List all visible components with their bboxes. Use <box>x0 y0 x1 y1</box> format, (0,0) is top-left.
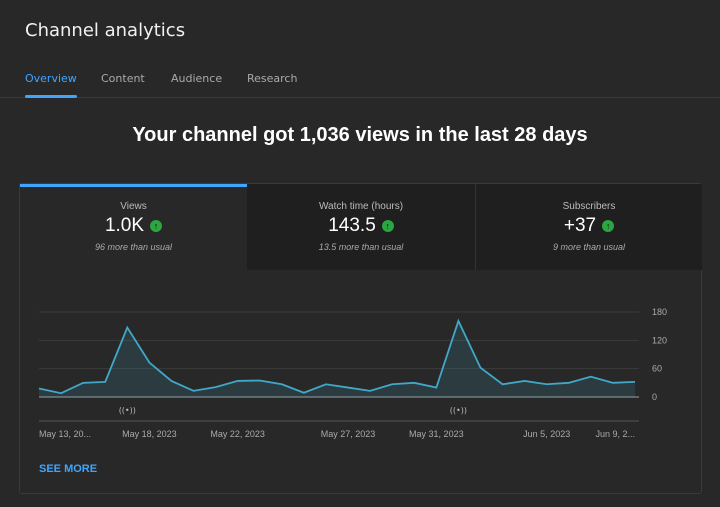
metric-subscribers[interactable]: Subscribers +37 ↑ 9 more than usual <box>475 184 702 270</box>
x-tick-label: May 31, 2023 <box>409 429 464 439</box>
data-point <box>38 388 40 390</box>
y-tick-label: 0 <box>652 392 657 402</box>
data-point <box>126 327 128 329</box>
data-point <box>413 382 415 384</box>
data-point <box>193 390 195 392</box>
arrow-up-icon: ↑ <box>150 220 163 232</box>
data-point <box>325 383 327 385</box>
y-tick-label: 180 <box>652 307 667 317</box>
metric-views[interactable]: Views 1.0K ↑ 96 more than usual <box>20 184 247 270</box>
metric-value: +37 <box>563 215 597 236</box>
metric-label: Views <box>120 201 147 212</box>
metric-value: 143.5 <box>328 215 376 236</box>
x-tick-label: May 22, 2023 <box>210 429 265 439</box>
data-point <box>435 387 437 389</box>
data-point <box>281 383 283 385</box>
data-point <box>215 386 217 388</box>
arrow-up-icon: ↑ <box>602 220 615 232</box>
x-tick-label: Jun 9, 2... <box>595 429 635 439</box>
metric-note: 96 more than usual <box>94 242 173 252</box>
page-title: Channel analytics <box>25 20 186 41</box>
x-tick-label: May 27, 2023 <box>321 429 376 439</box>
data-point <box>104 381 106 383</box>
views-line <box>38 318 636 395</box>
live-stream-icon: ((•)) <box>450 406 467 415</box>
tab-research[interactable]: Research <box>247 72 298 85</box>
data-point <box>568 382 570 384</box>
data-point <box>457 320 459 322</box>
data-point <box>502 383 504 385</box>
data-point <box>237 380 239 382</box>
metric-note: 13.5 more than usual <box>318 242 404 252</box>
data-point <box>546 383 548 385</box>
data-point <box>303 392 305 394</box>
x-tick-label: May 18, 2023 <box>122 429 177 439</box>
summary-headline: Your channel got 1,036 views in the last… <box>132 124 588 146</box>
area-fill <box>39 320 635 397</box>
data-point <box>590 376 592 378</box>
data-point <box>347 387 349 389</box>
arrow-up-icon: ↑ <box>381 220 394 232</box>
y-tick-label: 120 <box>652 335 667 345</box>
data-point <box>391 383 393 385</box>
tab-audience[interactable]: Audience <box>171 72 223 85</box>
y-tick-label: 60 <box>652 364 662 374</box>
tab-overview[interactable]: Overview <box>25 72 77 98</box>
live-stream-icon: ((•)) <box>119 406 136 415</box>
x-tick-label: May 13, 20... <box>39 429 91 439</box>
metric-label: Subscribers <box>562 201 616 212</box>
data-point <box>479 367 481 369</box>
data-point <box>170 380 172 382</box>
data-point <box>369 390 371 392</box>
data-point <box>82 382 84 384</box>
tab-bar: Overview Content Audience Research <box>0 70 720 98</box>
x-tick-label: Jun 5, 2023 <box>523 429 570 439</box>
metric-watch-time[interactable]: Watch time (hours) 143.5 ↑ 13.5 more than… <box>247 184 475 270</box>
data-point <box>634 381 636 383</box>
data-point <box>259 379 261 381</box>
data-point <box>60 392 62 394</box>
data-point <box>524 380 526 382</box>
analytics-card: Views 1.0K ↑ 96 more than usual Watch tim… <box>19 183 702 494</box>
data-point <box>148 362 150 364</box>
see-more-link[interactable]: SEE MORE <box>39 463 98 475</box>
metric-note: 9 more than usual <box>552 242 626 252</box>
tab-content[interactable]: Content <box>101 72 145 85</box>
data-point <box>612 382 614 384</box>
metric-value: 1.0K <box>104 215 145 236</box>
metric-label: Watch time (hours) <box>318 201 404 212</box>
